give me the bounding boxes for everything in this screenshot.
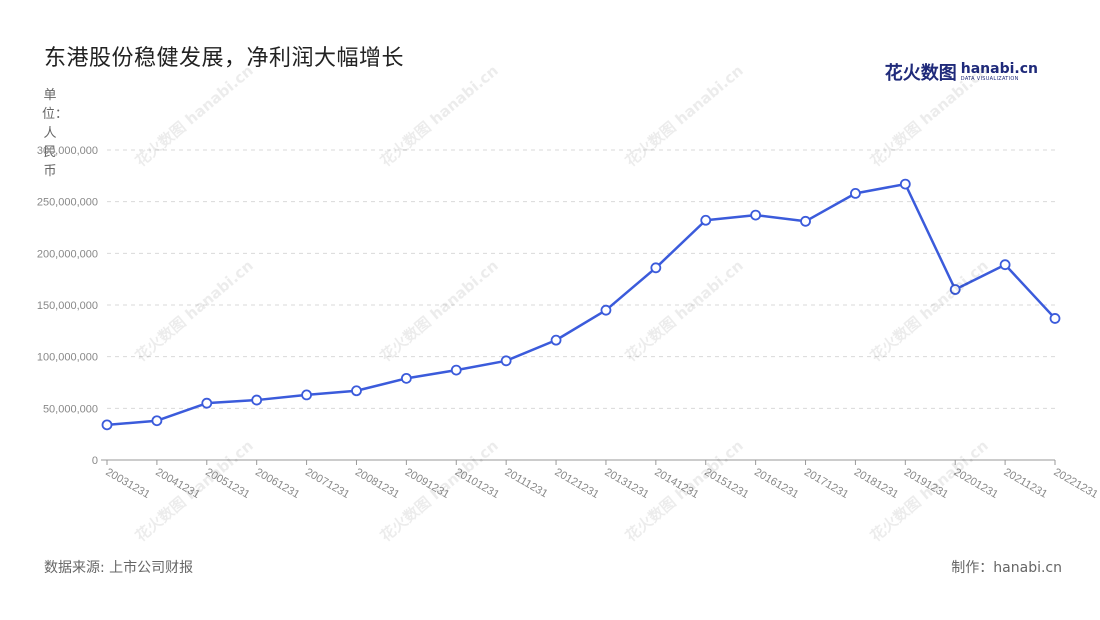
data-point [101, 419, 113, 431]
data-point [201, 397, 213, 409]
brand-logo-en-group: hanabi.cn DATA VISUALIZATION [961, 62, 1038, 82]
y-tick-label: 0 [92, 455, 98, 467]
x-tick-label: 20031231 [104, 466, 152, 501]
data-point [999, 259, 1011, 271]
data-point [899, 178, 911, 190]
brand-logo-en: hanabi.cn [960, 61, 1038, 77]
chart-title: 东港股份稳健发展，净利润大幅增长 [44, 46, 405, 71]
data-point [351, 385, 362, 397]
data-point [400, 372, 412, 384]
y-tick-label: 250,000,000 [37, 197, 98, 209]
data-point [800, 215, 811, 227]
data-point [600, 304, 612, 316]
brand-logo-cn: 花火数图 [884, 63, 957, 84]
y-tick-label: 300,000,000 [37, 145, 98, 157]
x-tick-label: 20131231 [602, 466, 650, 501]
y-tick-label: 100,000,000 [37, 352, 98, 364]
data-point [1049, 313, 1061, 324]
x-tick-label: 20081231 [353, 466, 401, 501]
x-tick-label: 20221231 [1052, 466, 1100, 501]
x-tick-label: 20121231 [553, 466, 601, 501]
data-point [850, 187, 861, 199]
x-tick-label: 20071231 [303, 466, 351, 501]
data-point [550, 334, 562, 346]
data-point [301, 389, 312, 401]
data-point [450, 364, 462, 376]
brand-logo-tagline: DATA VISUALIZATION [960, 76, 1019, 82]
credit-note: 制作：hanabi.cn [951, 560, 1062, 576]
x-tick-label: 20061231 [253, 466, 301, 501]
x-tick-label: 20181231 [852, 466, 900, 501]
data-point [700, 214, 712, 226]
y-tick-label: 200,000,000 [37, 248, 98, 260]
x-tick-label: 20211231 [1002, 466, 1050, 500]
x-tick-label: 20171231 [802, 466, 850, 501]
x-tick-label: 20161231 [752, 466, 800, 501]
data-point [500, 355, 512, 367]
data-point [650, 262, 662, 274]
data-point [750, 209, 762, 221]
data-source-note: 数据来源: 上市公司财报 [44, 560, 194, 576]
y-tick-label: 150,000,000 [37, 300, 98, 312]
series-line [106, 182, 1056, 427]
brand-logo: 花火数图 hanabi.cn DATA VISUALIZATION [885, 60, 1038, 84]
y-tick-label: 50,000,000 [43, 403, 98, 415]
x-tick-label: 20111231 [503, 466, 550, 500]
data-point [949, 284, 961, 295]
data-point [251, 394, 263, 406]
data-point [151, 415, 163, 427]
